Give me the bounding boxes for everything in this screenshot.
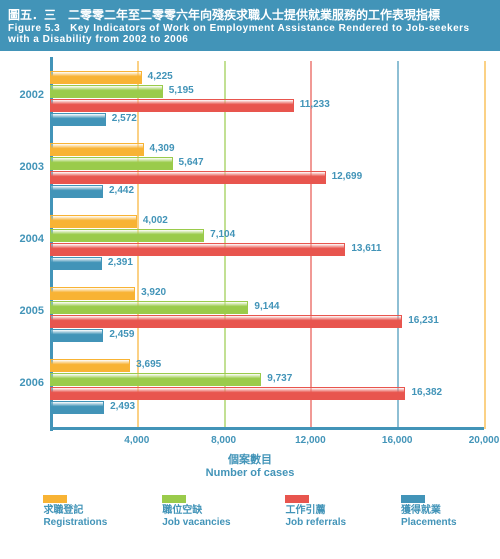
plot: 4,225 5,195 11,233 2,572 4,309 5,647 12,699 2,4… — [50, 61, 484, 421]
bar-vacancies — [50, 229, 204, 242]
year-label: 2002 — [0, 89, 44, 101]
bar-value-label: 7,104 — [210, 229, 235, 240]
figure-title: Key Indicators of Work on Employment Ass… — [8, 23, 470, 45]
bar-value-label: 16,231 — [408, 315, 439, 326]
x-tick-label: 12,000 — [295, 435, 326, 446]
year-group: 4,225 5,195 11,233 2,572 — [50, 65, 484, 137]
year-label: 2006 — [0, 377, 44, 389]
bar-placements — [50, 257, 102, 270]
bar-value-label: 12,699 — [332, 171, 363, 182]
bar-value-label: 2,459 — [109, 329, 134, 340]
x-tick-label: 4,000 — [124, 435, 149, 446]
bar-value-label: 3,920 — [141, 287, 166, 298]
bar-registrations — [50, 143, 144, 156]
year-label: 2003 — [0, 161, 44, 173]
header-zh: 圖五．三 二零零二年至二零零六年向殘疾求職人士提供就業服務的工作表現指標 — [8, 6, 492, 23]
legend-label-en: Job vacancies — [162, 517, 230, 529]
bar-value-label: 2,572 — [112, 113, 137, 124]
bar-vacancies — [50, 157, 173, 170]
bar-vacancies — [50, 85, 163, 98]
bar-referrals — [50, 171, 326, 184]
legend-label-zh: 獲得就業 — [401, 505, 441, 517]
chart-header: 圖五．三 二零零二年至二零零六年向殘疾求職人士提供就業服務的工作表現指標 Fig… — [0, 0, 500, 51]
bar-referrals — [50, 99, 294, 112]
legend-label-zh: 職位空缺 — [162, 505, 202, 517]
year-group: 4,309 5,647 12,699 2,442 — [50, 137, 484, 209]
bar-value-label: 9,144 — [254, 301, 279, 312]
legend-label-zh: 工作引薦 — [285, 505, 325, 517]
bar-value-label: 13,611 — [351, 243, 381, 254]
bar-referrals — [50, 315, 402, 328]
bar-value-label: 5,195 — [169, 85, 194, 96]
year-label: 2004 — [0, 233, 44, 245]
bar-vacancies — [50, 301, 248, 314]
x-tick-label: 16,000 — [382, 435, 413, 446]
legend-label-en: Registrations — [43, 517, 107, 529]
legend: 求職登記Registrations職位空缺Job vacancies工作引薦Jo… — [0, 489, 500, 529]
bar-value-label: 5,647 — [179, 157, 204, 168]
bar-placements — [50, 113, 106, 126]
legend-item-registrations: 求職登記Registrations — [43, 495, 107, 529]
legend-label-en: Placements — [401, 517, 457, 529]
bar-vacancies — [50, 373, 261, 386]
legend-label-en: Job referrals — [285, 517, 346, 529]
bar-registrations — [50, 215, 137, 228]
legend-swatch — [285, 495, 309, 503]
x-axis-title: 個案數目Number of cases — [0, 451, 500, 479]
bar-value-label: 2,442 — [109, 185, 134, 196]
year-label: 2005 — [0, 305, 44, 317]
bar-value-label: 2,391 — [108, 257, 133, 268]
legend-item-placements: 獲得就業Placements — [401, 495, 457, 529]
x-tick-label: 8,000 — [211, 435, 236, 446]
bar-value-label: 16,382 — [411, 387, 442, 398]
bar-value-label: 4,225 — [148, 71, 173, 82]
x-axis-line — [50, 427, 484, 430]
bar-registrations — [50, 71, 142, 84]
legend-label-zh: 求職登記 — [43, 505, 83, 517]
bar-value-label: 11,233 — [300, 99, 330, 110]
bar-registrations — [50, 287, 135, 300]
legend-swatch — [43, 495, 67, 503]
plot-area: 4,225 5,195 11,233 2,572 4,309 5,647 12,699 2,4… — [0, 51, 500, 489]
year-group: 4,002 7,104 13,611 2,391 — [50, 209, 484, 281]
bar-value-label: 4,309 — [150, 143, 175, 154]
legend-swatch — [401, 495, 425, 503]
bar-referrals — [50, 243, 345, 256]
bar-value-label: 4,002 — [143, 215, 168, 226]
figure-label: Figure 5.3 — [8, 23, 60, 34]
bar-placements — [50, 401, 104, 414]
bar-value-label: 3,695 — [136, 359, 161, 370]
bar-placements — [50, 185, 103, 198]
gridline — [484, 61, 486, 429]
legend-item-referrals: 工作引薦Job referrals — [285, 495, 346, 529]
bar-referrals — [50, 387, 405, 400]
bar-value-label: 9,737 — [267, 373, 292, 384]
bar-placements — [50, 329, 103, 342]
header-en: Figure 5.3 Key Indicators of Work on Emp… — [8, 23, 492, 45]
year-group: 3,920 9,144 16,231 2,459 — [50, 281, 484, 353]
legend-item-vacancies: 職位空缺Job vacancies — [162, 495, 230, 529]
bar-registrations — [50, 359, 130, 372]
bar-value-label: 2,493 — [110, 401, 135, 412]
year-group: 3,695 9,737 16,382 2,493 — [50, 353, 484, 425]
x-tick-label: 20,000 — [469, 435, 500, 446]
legend-swatch — [162, 495, 186, 503]
